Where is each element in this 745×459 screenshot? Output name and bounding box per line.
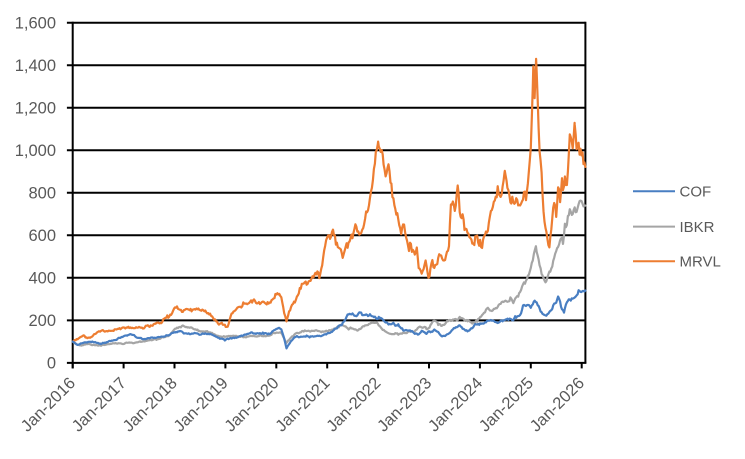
svg-text:1,600: 1,600	[15, 15, 56, 33]
svg-text:0: 0	[47, 355, 56, 373]
svg-text:200: 200	[28, 312, 56, 330]
svg-text:600: 600	[28, 227, 56, 245]
svg-text:IBKR: IBKR	[680, 219, 715, 236]
svg-text:400: 400	[28, 270, 56, 288]
svg-text:MRVL: MRVL	[680, 254, 721, 271]
svg-text:COF: COF	[680, 184, 712, 201]
svg-text:1,200: 1,200	[15, 100, 56, 118]
svg-text:800: 800	[28, 185, 56, 203]
svg-text:1,000: 1,000	[15, 142, 56, 160]
svg-text:1,400: 1,400	[15, 57, 56, 75]
